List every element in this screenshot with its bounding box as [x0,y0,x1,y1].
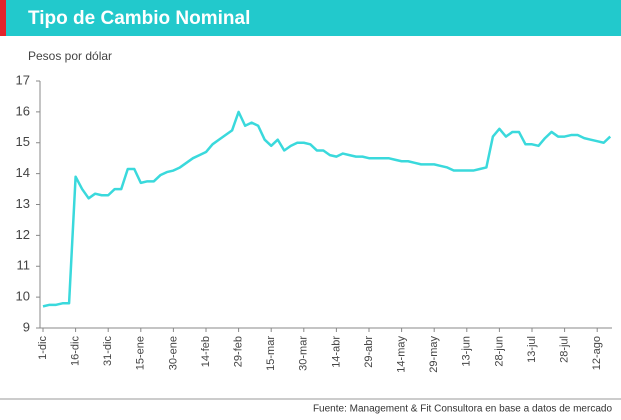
x-tick-label: 13-jul [526,336,538,363]
x-tick-label: 14-may [396,336,408,373]
y-tick-label: 14 [16,165,30,180]
x-tick-label: 15-ene [135,336,147,370]
chart-title: Tipo de Cambio Nominal [28,8,250,29]
x-tick-label: 1-dic [37,336,49,360]
y-tick-label: 12 [16,227,30,242]
x-tick-label: 28-jul [559,336,571,363]
y-axis-label: Pesos por dólar [28,49,112,63]
x-tick-label: 29-abr [363,336,375,368]
y-tick-label: 11 [17,258,31,273]
x-tick-label: 29-may [428,336,440,373]
x-tick-label: 12-ago [591,336,603,370]
x-tick-label: 30-mar [298,336,310,371]
x-tick-label: 15-mar [265,336,277,371]
source-note: Fuente: Management & Fit Consultora en b… [313,404,613,415]
y-tick-label: 16 [16,103,30,118]
header-bar [0,0,621,36]
x-tick-label: 14-feb [200,336,212,367]
x-tick-label: 30-ene [167,336,179,370]
x-tick-label: 31-dic [102,336,114,366]
x-tick-label: 28-jun [493,336,505,367]
x-tick-label: 14-abr [330,336,342,368]
y-tick-label: 13 [16,196,30,211]
y-tick-label: 17 [16,72,30,87]
x-tick-label: 29-feb [233,336,245,367]
header-accent [0,0,6,36]
line-series [42,110,612,308]
y-tick-label: 15 [16,134,30,149]
x-tick-label: 13-jun [461,336,473,367]
y-tick-label: 9 [23,319,30,334]
y-tick-label: 10 [16,289,30,304]
x-tick-label: 16-dic [70,336,82,366]
